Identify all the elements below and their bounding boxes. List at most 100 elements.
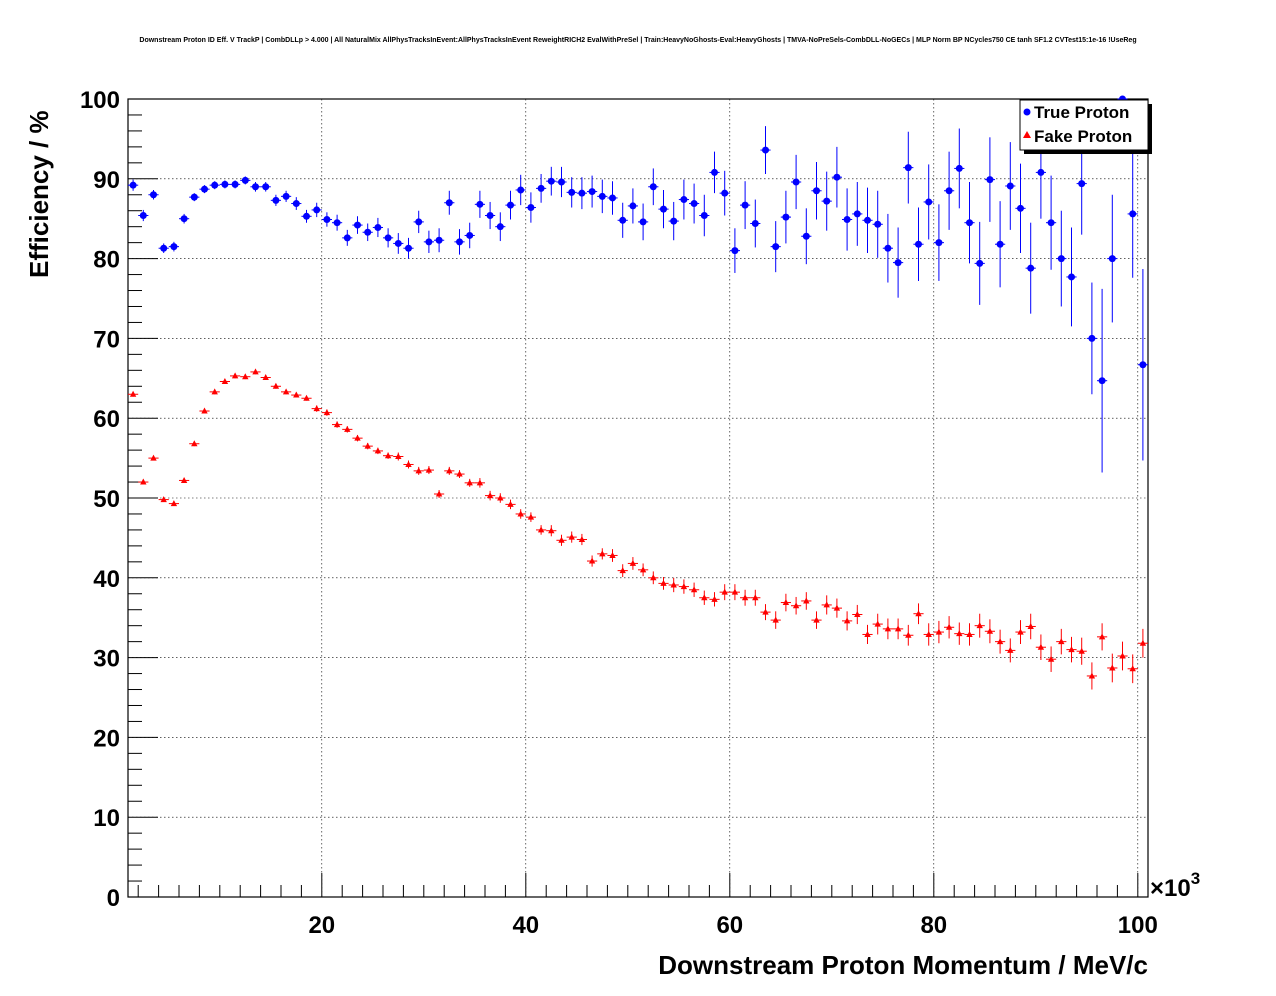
data-point [762,146,769,154]
data-point [874,220,882,228]
data-point [1108,255,1116,263]
data-point [1057,255,1065,263]
data-point [833,173,841,181]
data-point [956,630,963,637]
data-point [843,617,851,624]
data-point [1088,672,1096,679]
x-tick-label: 80 [920,912,947,939]
data-point [905,631,912,638]
x-multiplier-exponent: 3 [1191,869,1200,888]
data-point [803,597,810,604]
data-point [1007,646,1014,653]
data-point [405,460,412,467]
data-point [680,196,688,204]
data-point [629,202,637,210]
data-point [150,191,157,199]
y-axis-label: Efficiency / % [24,110,54,278]
data-point [823,197,831,205]
data-point [129,390,137,397]
legend-marker-fake-proton [1023,131,1031,138]
data-point [864,630,871,637]
data-point [690,200,698,208]
data-point [374,223,382,231]
x-axis-multiplier: ×103 [1150,869,1200,902]
data-point [323,215,331,223]
data-point [445,199,453,207]
legend-box [1019,99,1149,151]
data-point [1129,665,1136,672]
data-point [843,215,851,223]
data-point [599,550,606,557]
data-point [945,623,953,630]
y-tick-label: 90 [93,167,120,194]
data-point [395,453,402,460]
data-point [660,205,667,213]
data-point [303,212,310,220]
data-point [751,219,759,227]
data-point [242,373,249,380]
data-point [639,218,647,226]
data-point [547,177,555,185]
data-point [1027,622,1034,629]
data-point [252,183,259,191]
data-point [1017,204,1024,212]
data-point [313,206,321,214]
data-point [527,513,535,520]
y-tick-label: 10 [93,805,120,832]
chart-title: Downstream Proton ID Eff. V TrackP | Com… [139,37,1136,44]
series-true-proton [128,95,1148,473]
data-point [976,622,983,629]
data-point [497,494,504,501]
data-point [588,557,596,564]
x-axis-label: Downstream Proton Momentum / MeV/c [658,950,1148,980]
data-point [955,164,963,172]
data-point [1078,180,1086,188]
data-point [925,630,932,637]
data-point [1129,210,1137,218]
data-point [313,405,320,412]
data-point [364,442,371,449]
x-tick-label: 100 [1118,912,1158,939]
data-point [394,239,402,247]
data-point [701,594,708,601]
data-point [700,212,708,220]
data-point [343,234,351,242]
y-tick-label: 100 [80,87,120,114]
data-point [996,240,1004,248]
data-point [823,601,830,608]
data-point [996,638,1004,645]
data-point [915,240,922,248]
data-point [558,536,565,543]
data-point [221,377,229,384]
data-point [507,500,514,507]
y-tick-label: 80 [93,247,120,274]
axis-ticks: 0 10 20 30 40 50 60 70 80 90 100 20 40 60 80 100 [80,87,1158,939]
data-point [190,193,198,201]
data-point [323,409,331,416]
data-point [425,466,433,473]
data-point [282,192,290,200]
data-point [711,168,718,176]
data-point [333,421,341,428]
y-tick-label: 30 [93,646,120,673]
data-point [864,216,871,224]
data-point [772,243,780,251]
data-point [180,476,188,483]
data-point [405,244,412,252]
data-point [568,188,576,196]
x-multiplier-base: ×10 [1150,875,1191,902]
data-point [1098,633,1106,640]
legend: True Proton Fake Proton [1019,99,1152,154]
data-point [160,244,168,252]
series-fake-proton [128,368,1148,690]
data-point [894,625,902,632]
data-point [537,526,545,533]
data-point [578,535,586,542]
data-point [211,181,219,189]
data-point [180,215,188,223]
data-point [384,234,392,242]
data-point [935,628,943,635]
data-point [486,492,494,499]
legend-label-fake-proton: Fake Proton [1034,127,1132,146]
